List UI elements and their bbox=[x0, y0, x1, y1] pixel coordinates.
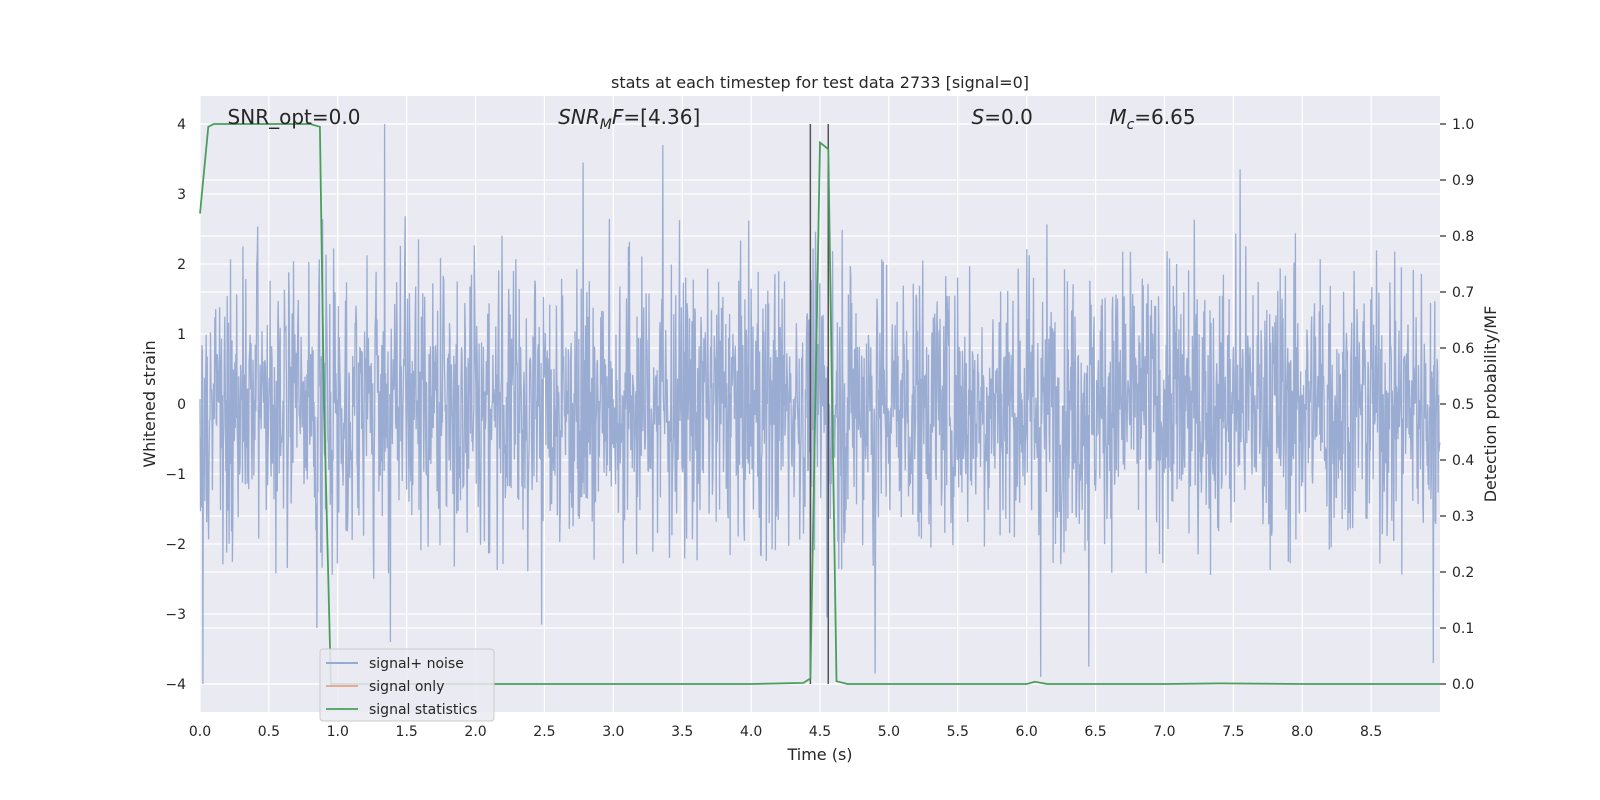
y-tick-label: −2 bbox=[165, 537, 186, 553]
y2-tick-label: 0.3 bbox=[1452, 509, 1474, 525]
y2-tick-label: 0.4 bbox=[1452, 453, 1474, 469]
x-tick-label: 7.5 bbox=[1222, 724, 1244, 740]
annotation-main: SNR bbox=[558, 105, 600, 129]
series-signal-noise bbox=[199, 123, 1441, 685]
statistics-line bbox=[199, 123, 1440, 685]
x-tick-label: 0.0 bbox=[189, 724, 211, 740]
annotation-sub: c bbox=[1127, 117, 1135, 133]
annotation-rest: =6.65 bbox=[1134, 105, 1195, 129]
y-tick-label: 3 bbox=[177, 187, 186, 203]
annotation-italic: F bbox=[612, 105, 624, 129]
y2-tick-label: 0.1 bbox=[1452, 621, 1474, 637]
y2-tick-label: 0.7 bbox=[1452, 285, 1474, 301]
x-tick-label: 1.0 bbox=[327, 724, 349, 740]
x-tick-label: 5.5 bbox=[947, 724, 969, 740]
x-tick-label: 5.0 bbox=[878, 724, 900, 740]
x-tick-label: 8.5 bbox=[1360, 724, 1382, 740]
x-tick-label: 0.5 bbox=[258, 724, 280, 740]
legend-label: signal+ noise bbox=[369, 656, 464, 672]
y2-tick-label: 0.0 bbox=[1452, 677, 1474, 693]
series-signal-statistics bbox=[199, 123, 1440, 685]
x-tick-label: 3.0 bbox=[602, 724, 624, 740]
y2-axis-label: Detection probability/MF bbox=[1481, 306, 1500, 503]
x-tick-label: 1.5 bbox=[396, 724, 418, 740]
x-axis-label: Time (s) bbox=[786, 745, 852, 764]
legend-label: signal statistics bbox=[369, 702, 477, 718]
annotation-main: S bbox=[972, 105, 985, 129]
legend-label: signal only bbox=[369, 679, 444, 695]
annotation-rest: =[4.36] bbox=[623, 105, 700, 129]
y-tick-label: 4 bbox=[177, 117, 186, 133]
annotation: SNRMF=[4.36] bbox=[558, 105, 700, 133]
y-tick-label: 2 bbox=[177, 257, 186, 273]
y-tick-label: 1 bbox=[177, 327, 186, 343]
x-tick-label: 6.5 bbox=[1084, 724, 1106, 740]
x-tick-label: 2.5 bbox=[533, 724, 555, 740]
x-tick-label: 6.0 bbox=[1016, 724, 1038, 740]
noise-line bbox=[199, 123, 1441, 685]
y-tick-label: −3 bbox=[165, 607, 186, 623]
y2-tick-label: 0.2 bbox=[1452, 565, 1474, 581]
x-tick-label: 2.0 bbox=[464, 724, 486, 740]
y2-tick-label: 0.5 bbox=[1452, 397, 1474, 413]
ticks: 0.0 0.5 1.0 1.5 2.0 2.5 3.0 3.5 4.0 4.5 5.0 5.5 6.0 6… bbox=[165, 117, 1474, 740]
legend: signal+ noise signal only signal statistic… bbox=[319, 648, 495, 722]
y-axis-label: Whitened strain bbox=[140, 340, 159, 467]
y2-tick-label: 1.0 bbox=[1452, 117, 1474, 133]
vlines bbox=[809, 124, 830, 684]
annotations: SNR_opt=0.0 SNRMF=[4.36] S=0.0 Mc=6.65 bbox=[228, 105, 1196, 133]
annotation-main: M bbox=[1109, 105, 1126, 129]
x-tick-label: 7.0 bbox=[1153, 724, 1175, 740]
annotation: SNR_opt=0.0 bbox=[228, 105, 361, 129]
x-tick-label: 4.0 bbox=[740, 724, 762, 740]
annotation: S=0.0 bbox=[972, 105, 1033, 129]
x-tick-label: 4.5 bbox=[809, 724, 831, 740]
annotation-sub: M bbox=[600, 117, 612, 133]
y-tick-label: 0 bbox=[177, 397, 186, 413]
y-tick-label: −4 bbox=[165, 677, 186, 693]
y-tick-label: −1 bbox=[165, 467, 186, 483]
x-tick-label: 3.5 bbox=[671, 724, 693, 740]
annotation: Mc=6.65 bbox=[1109, 105, 1195, 133]
x-tick-label: 8.0 bbox=[1291, 724, 1313, 740]
y2-tick-label: 0.6 bbox=[1452, 341, 1474, 357]
chart-title: stats at each timestep for test data 273… bbox=[611, 73, 1029, 92]
y2-tick-label: 0.9 bbox=[1452, 173, 1474, 189]
legend-box bbox=[319, 648, 495, 722]
annotation-rest: =0.0 bbox=[984, 105, 1033, 129]
y2-tick-label: 0.8 bbox=[1452, 229, 1474, 245]
